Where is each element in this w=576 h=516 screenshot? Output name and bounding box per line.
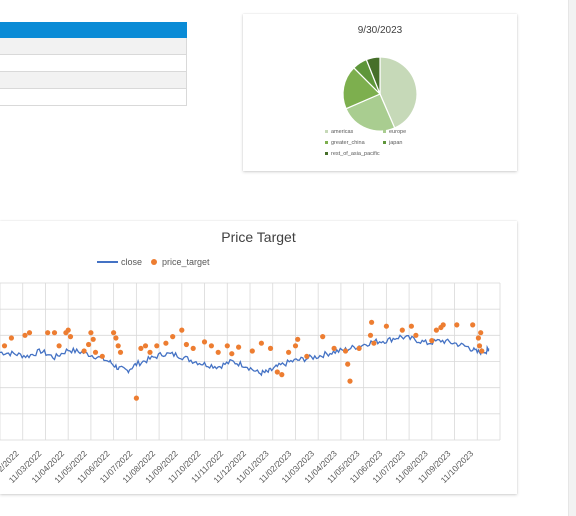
price-target-point[interactable]: [56, 343, 62, 349]
legend-swatch: [325, 130, 328, 133]
table-header-row: [0, 22, 187, 38]
price-target-point[interactable]: [331, 345, 337, 351]
legend-swatch-price-target: [151, 259, 157, 265]
price-target-point[interactable]: [224, 343, 230, 349]
price-target-point[interactable]: [201, 339, 208, 345]
price-target-point[interactable]: [345, 361, 351, 367]
price-target-point[interactable]: [274, 369, 280, 375]
price-target-point[interactable]: [279, 372, 285, 378]
price-target-point[interactable]: [90, 336, 96, 342]
pie-chart-card[interactable]: 9/30/2023 americas europe greater_china jap…: [243, 14, 517, 171]
price-target-point[interactable]: [429, 338, 435, 344]
price-target-point[interactable]: [8, 335, 14, 341]
price-target-point[interactable]: [99, 353, 105, 359]
price-target-point[interactable]: [399, 327, 405, 333]
price-target-point[interactable]: [113, 335, 119, 341]
price-target-point[interactable]: [369, 319, 375, 325]
price-target-point[interactable]: [183, 341, 189, 348]
legend-label: rest_of_asia_pacific: [331, 151, 380, 157]
price-target-point[interactable]: [249, 348, 255, 354]
legend-label: europe: [389, 129, 406, 135]
price-target-point[interactable]: [81, 348, 87, 354]
legend-swatch: [383, 141, 386, 144]
legend-swatch: [383, 130, 386, 133]
legend-swatch: [325, 152, 328, 155]
pie-slice-greater-china[interactable]: [342, 66, 382, 110]
price-target-point[interactable]: [92, 349, 99, 355]
price-target-point[interactable]: [147, 349, 153, 355]
price-target-point[interactable]: [236, 344, 242, 350]
price-target-point[interactable]: [117, 349, 124, 355]
price-target-point[interactable]: [45, 330, 51, 336]
price-target-point[interactable]: [138, 345, 144, 351]
pie-slice-americas[interactable]: [379, 56, 418, 129]
price-target-point[interactable]: [440, 322, 446, 328]
price-target-point[interactable]: [115, 343, 121, 349]
price-target-point[interactable]: [478, 330, 484, 336]
price-target-point[interactable]: [371, 340, 377, 346]
price-target-point[interactable]: [347, 378, 353, 384]
pie-chart-title: 9/30/2023: [357, 25, 403, 36]
price-target-point[interactable]: [215, 349, 221, 355]
vertical-scrollbar[interactable]: [568, 0, 576, 516]
table-row[interactable]: [0, 72, 187, 89]
line-chart-title: Price Target: [221, 229, 296, 245]
price-target-point[interactable]: [292, 343, 299, 349]
price-target-point[interactable]: [304, 353, 310, 359]
line-chart: close price_target11/02/202211/03/202211/…: [0, 257, 501, 485]
price-target-point[interactable]: [454, 322, 460, 328]
table-row[interactable]: [0, 38, 187, 55]
price-target-point[interactable]: [413, 332, 419, 338]
price-target-point[interactable]: [408, 323, 414, 329]
pie-slice-europe[interactable]: [345, 93, 396, 132]
line-chart-card[interactable]: Price Target close price_target 11/02/2022…: [0, 221, 517, 494]
price-target-point[interactable]: [320, 334, 326, 340]
price-target-point[interactable]: [190, 345, 196, 351]
price-target-point[interactable]: [51, 330, 58, 336]
price-target-point[interactable]: [179, 327, 185, 333]
table-row[interactable]: [0, 55, 187, 72]
price-target-point[interactable]: [295, 336, 301, 342]
price-target-point[interactable]: [433, 327, 439, 333]
price-target-point[interactable]: [86, 341, 92, 348]
price-target-point[interactable]: [342, 348, 349, 354]
price-target-point[interactable]: [367, 332, 374, 338]
price-target-point[interactable]: [479, 348, 485, 354]
series-line-close[interactable]: [0, 334, 490, 377]
pie-slice-rest-of-asia-pacific[interactable]: [365, 56, 381, 95]
legend-swatch: [325, 141, 328, 144]
legend-label: greater_china: [331, 140, 366, 146]
price-target-point[interactable]: [267, 345, 274, 351]
price-target-point[interactable]: [258, 340, 264, 346]
price-target-point[interactable]: [1, 343, 8, 349]
price-target-point[interactable]: [170, 334, 176, 340]
legend-label: japan: [388, 140, 402, 146]
table-row[interactable]: [0, 89, 187, 106]
price-target-point[interactable]: [475, 335, 481, 341]
price-target-point[interactable]: [133, 395, 139, 401]
price-target-point[interactable]: [111, 330, 117, 336]
price-target-point[interactable]: [229, 351, 235, 357]
price-target-point[interactable]: [154, 343, 160, 349]
price-target-point[interactable]: [286, 349, 292, 355]
legend-label-price-target: price_target: [162, 257, 210, 267]
price-target-point[interactable]: [163, 340, 169, 346]
price-target-point[interactable]: [476, 343, 483, 349]
price-target-point[interactable]: [88, 330, 94, 336]
price-target-point[interactable]: [67, 334, 74, 340]
price-target-point[interactable]: [356, 345, 362, 351]
legend-label: americas: [331, 129, 354, 135]
price-target-point[interactable]: [208, 343, 214, 349]
price-target-point[interactable]: [22, 332, 28, 338]
pie-chart: americas europe greater_china japan rest_of_…: [325, 56, 418, 157]
data-table-fragment: [0, 22, 187, 106]
price-target-point[interactable]: [26, 330, 33, 336]
legend-label-close: close: [121, 257, 142, 267]
price-target-point[interactable]: [383, 323, 389, 329]
price-target-point[interactable]: [470, 322, 476, 328]
price-target-point[interactable]: [142, 343, 149, 349]
price-target-point[interactable]: [65, 327, 71, 333]
